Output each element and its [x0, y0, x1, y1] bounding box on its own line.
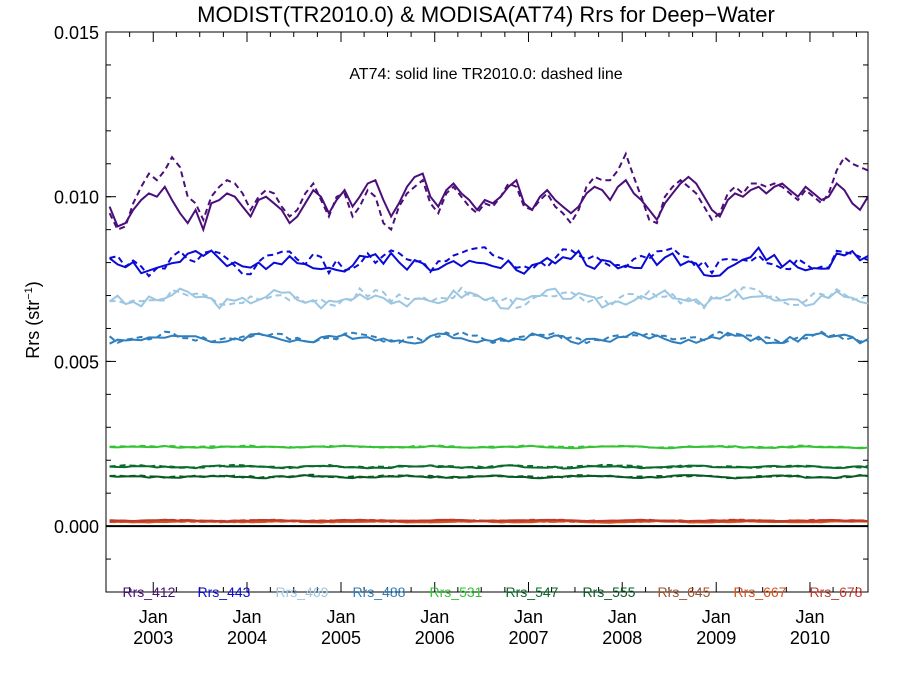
x-tick-month: Jan [420, 607, 449, 627]
x-tick-month: Jan [326, 607, 355, 627]
series-line-rrs-412-solid [108, 172, 869, 233]
series-line-rrs-678-solid [109, 518, 869, 523]
y-axis-label: Rrs (str−1) [23, 281, 43, 359]
y-tick-label: 0.010 [54, 188, 99, 208]
plot-frame [105, 31, 869, 593]
y-tick-label: 0.000 [54, 517, 99, 537]
y-axis-ticks: 0.000 0.005 0.010 0.015 [54, 23, 868, 560]
x-tick-year: 2009 [696, 628, 736, 648]
y-axis-label-sup: −1 [23, 287, 35, 300]
series-line-rrs-555-solid [109, 474, 869, 480]
series-line-rrs-547-solid [109, 464, 869, 470]
x-axis-ticks: Jan2003Jan2004Jan2005Jan2006Jan2007Jan20… [129, 32, 857, 648]
legend-item-rrs-547: Rrs_547 [506, 584, 559, 600]
x-tick-month: Jan [795, 607, 824, 627]
x-tick-year: 2006 [415, 628, 455, 648]
legend-item-rrs-412: Rrs_412 [123, 584, 176, 600]
x-tick-year: 2010 [790, 628, 830, 648]
legend-item-rrs-555: Rrs_555 [583, 584, 636, 600]
x-tick-month: Jan [139, 607, 168, 627]
x-tick-month: Jan [514, 607, 543, 627]
x-tick-year: 2004 [227, 628, 267, 648]
series-line-rrs-488-solid [109, 331, 869, 345]
series-line-rrs-469-dashed [109, 286, 869, 310]
series-line-rrs-412-dashed [108, 151, 869, 232]
y-axis-label-close: ) [23, 281, 43, 287]
x-tick-year: 2007 [508, 628, 548, 648]
series-line-rrs-469-solid [109, 287, 869, 310]
y-tick-label: 0.005 [54, 352, 99, 372]
legend-item-rrs-443: Rrs_443 [198, 584, 251, 600]
legend-item-rrs-678: Rrs_678 [810, 584, 863, 600]
plot-area [105, 31, 869, 593]
series-line-rrs-443-solid [108, 246, 869, 278]
legend-item-rrs-667: Rrs_667 [734, 584, 787, 600]
y-axis-label-main: Rrs (str [23, 300, 43, 359]
x-tick-year: 2005 [321, 628, 361, 648]
legend-item-rrs-531: Rrs_531 [430, 584, 483, 600]
chart-annotation: AT74: solid line TR2010.0: dashed line [349, 66, 622, 83]
chart-title: MODIST(TR2010.0) & MODISA(AT74) Rrs for … [197, 2, 775, 27]
x-tick-month: Jan [232, 607, 261, 627]
legend-item-rrs-469: Rrs_469 [276, 584, 329, 600]
x-tick-month: Jan [702, 607, 731, 627]
y-tick-label: 0.015 [54, 23, 99, 43]
x-tick-year: 2003 [133, 628, 173, 648]
x-tick-month: Jan [608, 607, 637, 627]
legend-item-rrs-488: Rrs_488 [353, 584, 406, 600]
x-tick-year: 2008 [602, 628, 642, 648]
legend-item-rrs-645: Rrs_645 [658, 584, 711, 600]
series-line-rrs-531-solid [109, 444, 869, 450]
legend: Rrs_412 Rrs_443 Rrs_469 Rrs_488 Rrs_531 Rrs_5… [123, 584, 863, 600]
